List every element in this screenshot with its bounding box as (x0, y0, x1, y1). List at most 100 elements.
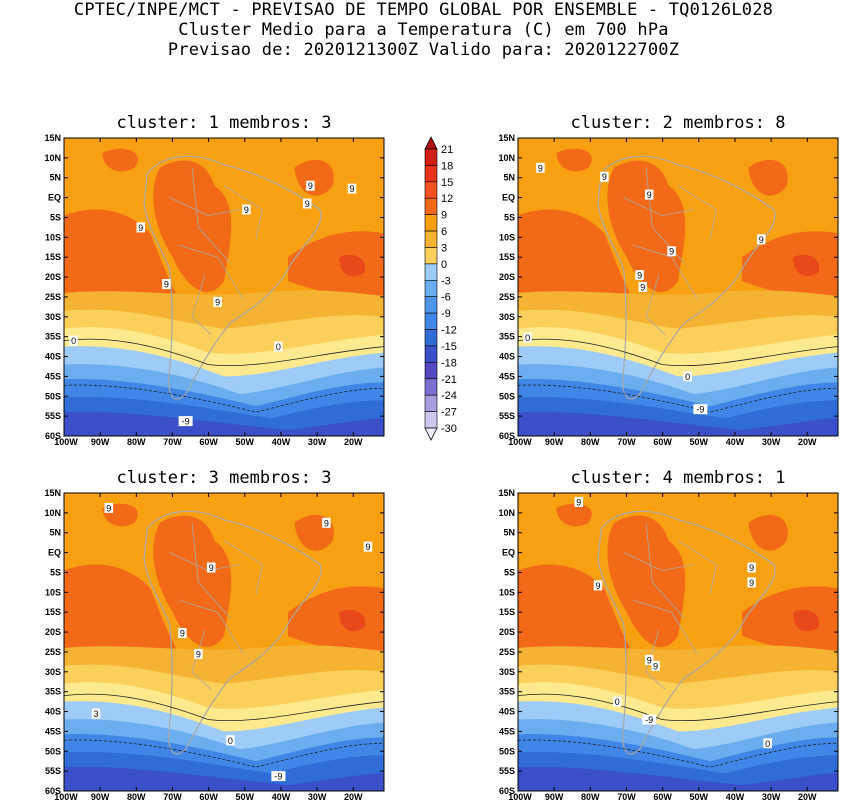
country-border (192, 275, 211, 335)
x-tick-label: 30W (762, 792, 781, 802)
contour-label: 9 (180, 629, 185, 639)
colorbar-label: 12 (441, 193, 453, 205)
contour-9 (742, 231, 838, 305)
y-tick-label: 20S (45, 627, 61, 637)
header-line-3: Previsao de: 2020121300Z Valido para: 20… (167, 40, 680, 60)
y-tick-label: 25S (499, 647, 515, 657)
contour-label-box (178, 416, 193, 427)
colorbar-bottom-arrow (424, 427, 438, 441)
contour-label-box (747, 562, 756, 573)
colorbar-label: -27 (441, 407, 457, 419)
x-tick-label: 40W (726, 792, 745, 802)
x-tick-label: 20W (798, 792, 817, 802)
contour-label-box (69, 335, 78, 346)
x-tick-label: 80W (127, 792, 146, 802)
x-tick-label: 90W (545, 792, 564, 802)
x-tick-label: 20W (344, 792, 363, 802)
colorbar-label: -30 (441, 423, 457, 435)
panel-1-title: cluster: 1 membros: 3 (116, 113, 332, 133)
contour-label: 0 (685, 372, 690, 382)
contour-9 (518, 209, 630, 296)
contour-label: 9 (602, 172, 607, 182)
colorbar-label: -6 (441, 292, 451, 304)
y-tick-label: 15S (499, 252, 515, 262)
y-tick-label: EQ (48, 193, 61, 203)
y-tick-label: 60S (45, 431, 61, 441)
contour-9 (102, 148, 138, 172)
contour-label: 9 (215, 297, 220, 307)
colorbar-segment (424, 345, 438, 363)
contour-label: 9 (305, 199, 310, 209)
contour-label: 9 (647, 655, 652, 665)
y-tick-label: 5N (49, 528, 61, 538)
y-tick-label: 15S (45, 607, 61, 617)
x-tick-label: 100W (508, 437, 532, 447)
colorbar-label: 0 (441, 259, 447, 271)
contour-label-box (162, 279, 171, 290)
colorbar-segment (424, 279, 438, 298)
contour-9 (288, 231, 384, 305)
colorbar-label: 18 (441, 160, 453, 172)
y-tick-label: 40S (499, 707, 515, 717)
contour-label: 0 (765, 739, 770, 749)
country-border (624, 198, 694, 216)
colorbar-top-arrow (424, 136, 438, 150)
y-tick-label: 35S (45, 332, 61, 342)
contour-0-line (518, 339, 838, 366)
x-tick-label: 70W (163, 437, 182, 447)
colorbar-label: -24 (441, 390, 457, 402)
contour-9 (153, 160, 232, 293)
y-tick-label: 15N (44, 488, 61, 498)
y-tick-label: 20S (45, 272, 61, 282)
colorbar-label: -18 (441, 357, 457, 369)
x-tick-label: 70W (163, 792, 182, 802)
y-tick-label: 15N (498, 488, 515, 498)
contour-label: -9 (696, 405, 704, 415)
x-tick-label: 30W (762, 437, 781, 447)
contour-label-box (667, 246, 676, 257)
y-tick-label: 5S (50, 567, 61, 577)
contour-label: 9 (138, 223, 143, 233)
contour-label-box (638, 282, 648, 292)
country-border (646, 523, 684, 618)
contour-label-box (763, 738, 772, 749)
y-tick-label: 30S (45, 312, 61, 322)
x-tick-label: 80W (581, 792, 600, 802)
map-panel-1: 9 9 9 9 9 9 9 0 0 -9 15N 10N 5N EQ 5S 10S 15S 20S 25S 30S 35… (44, 133, 385, 447)
contour-label: 9 (324, 518, 329, 528)
y-tick-label: 45S (45, 726, 61, 736)
contour-label-box (747, 577, 756, 588)
colorbar-label: -21 (441, 374, 457, 386)
country-border (224, 186, 262, 240)
y-tick-label: 15N (44, 133, 61, 143)
contour-label: 0 (228, 736, 233, 746)
contour-0-line (64, 694, 384, 721)
x-tick-label: 30W (308, 792, 327, 802)
country-border (179, 245, 243, 299)
coastline (598, 156, 775, 399)
x-tick-label: 60W (653, 792, 672, 802)
y-tick-label: 25S (45, 292, 61, 302)
contour-9 (288, 586, 384, 660)
y-tick-label: 25S (499, 292, 515, 302)
y-tick-label: 5N (49, 173, 61, 183)
contour-label-box (523, 332, 532, 343)
x-tick-label: 30W (308, 437, 327, 447)
x-tick-label: 60W (199, 792, 218, 802)
contour-9 (153, 515, 232, 648)
contour-label: 9 (647, 190, 652, 200)
contour-label-box (242, 204, 251, 215)
x-tick-label: 90W (91, 437, 110, 447)
contour-label-box (274, 341, 283, 352)
y-tick-label: 5S (50, 212, 61, 222)
country-border (224, 541, 262, 595)
contour-label-box (363, 541, 373, 552)
y-tick-label: 60S (499, 786, 515, 796)
contour-label: 9 (196, 649, 201, 659)
colorbar-segment (424, 247, 438, 265)
contour-label-box (213, 296, 222, 307)
y-tick-label: EQ (502, 193, 515, 203)
country-border (678, 186, 716, 240)
x-tick-label: 100W (54, 792, 78, 802)
